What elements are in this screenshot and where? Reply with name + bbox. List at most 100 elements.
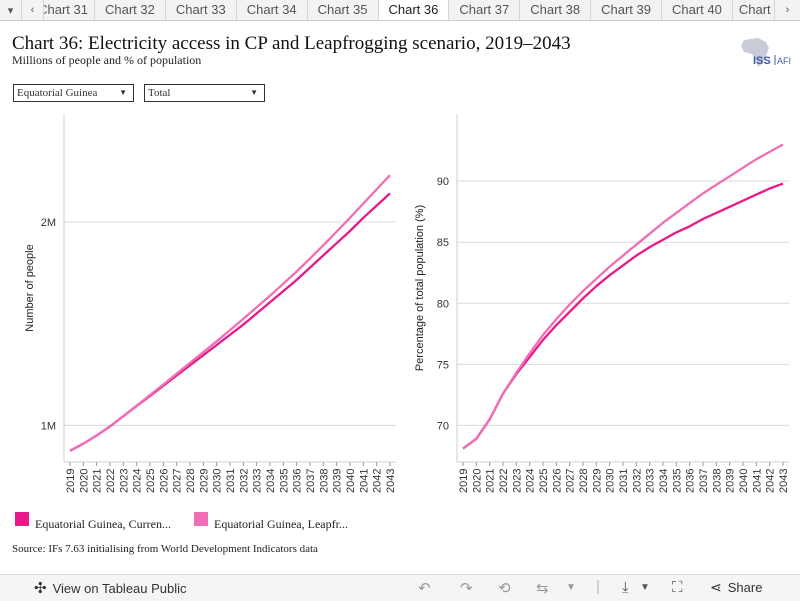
tab-chart-34[interactable]: Chart 34 xyxy=(237,0,308,20)
legend-item-leapfrogging[interactable]: Equatorial Guinea, Leapfr... xyxy=(194,511,366,532)
measure-select-value: Total xyxy=(148,87,171,99)
x-tick-label: 2030 xyxy=(605,469,617,493)
x-tick-label: 2026 xyxy=(158,469,170,493)
download-icon[interactable]: ⤓ xyxy=(622,579,629,596)
y-tick-label: 2M xyxy=(41,217,56,229)
chevron-down-icon[interactable]: ▼ xyxy=(640,582,650,593)
view-on-tableau-label: View on Tableau Public xyxy=(52,580,187,596)
x-tick-label: 2042 xyxy=(372,469,384,493)
legend-item-current-path[interactable]: Equatorial Guinea, Curren... xyxy=(15,511,187,532)
undo-icon[interactable]: ↶ xyxy=(418,580,431,597)
page-subtitle: Millions of people and % of population xyxy=(12,53,202,67)
x-tick-label: 2024 xyxy=(525,469,537,493)
tab-menu-icon[interactable]: ▾ xyxy=(0,0,22,20)
x-tick-label: 2037 xyxy=(698,469,710,493)
tab-chart-41[interactable]: Chart 41 xyxy=(733,0,774,20)
x-tick-label: 2020 xyxy=(471,469,483,493)
x-tick-label: 2024 xyxy=(132,469,144,493)
share-label: Share xyxy=(727,580,763,595)
x-tick-label: 2036 xyxy=(685,469,697,493)
tab-chart-38[interactable]: Chart 38 xyxy=(520,0,592,20)
series-line-current-path[interactable] xyxy=(69,192,391,452)
tab-chart-32[interactable]: Chart 32 xyxy=(95,0,166,20)
y-tick-label: 70 xyxy=(437,420,449,432)
y-axis-label: Number of people xyxy=(24,244,36,331)
tab-chart-40[interactable]: Chart 40 xyxy=(662,0,733,20)
x-tick-label: 2019 xyxy=(458,469,470,493)
tab-chart-37[interactable]: Chart 37 xyxy=(449,0,521,20)
x-tick-label: 2033 xyxy=(252,469,264,493)
redo-icon[interactable]: ↷ xyxy=(460,580,473,597)
source-note: Source: IFs 7.63 initialising from World… xyxy=(12,543,318,555)
page-title: Chart 36: Electricity access in CP and L… xyxy=(12,33,571,54)
x-tick-label: 2038 xyxy=(711,469,723,493)
x-tick-label: 2039 xyxy=(725,469,737,493)
tableau-icon: ✣ xyxy=(34,580,47,597)
logo-tail: AFI xyxy=(777,56,791,66)
x-tick-label: 2032 xyxy=(631,469,643,493)
x-tick-label: 2035 xyxy=(278,469,290,493)
x-tick-label: 2043 xyxy=(385,469,397,493)
chevron-down-icon: ▼ xyxy=(119,88,127,97)
x-tick-label: 2019 xyxy=(65,469,77,493)
refresh-icon[interactable]: ⇆ xyxy=(536,580,549,597)
view-on-tableau-link[interactable]: ✣ View on Tableau Public xyxy=(34,579,187,597)
x-tick-label: 2025 xyxy=(538,469,550,493)
x-tick-label: 2026 xyxy=(551,469,563,493)
series-line-leapfrogging[interactable] xyxy=(462,143,784,450)
x-tick-label: 2027 xyxy=(565,469,577,493)
x-tick-label: 2030 xyxy=(212,469,224,493)
y-tick-label: 85 xyxy=(437,237,449,249)
x-tick-label: 2036 xyxy=(292,469,304,493)
x-tick-label: 2039 xyxy=(332,469,344,493)
x-tick-label: 2040 xyxy=(738,469,750,493)
iss-africa-logo: ISS AFI xyxy=(741,38,791,67)
tableau-toolbar: ✣ View on Tableau Public ↶ ↷ ⟲ ⇆ ▼ | ⤓ ▼… xyxy=(0,574,800,601)
chevron-down-icon: ▼ xyxy=(250,88,258,97)
fullscreen-icon[interactable]: ⛶ xyxy=(672,579,683,596)
legend-swatch xyxy=(15,512,29,526)
logo-text: ISS xyxy=(753,55,771,67)
tab-scroll-left-icon[interactable]: ‹ xyxy=(22,0,44,20)
chevron-down-icon[interactable]: ▼ xyxy=(566,582,576,593)
x-tick-label: 2029 xyxy=(591,469,603,493)
legend-swatch xyxy=(194,512,208,526)
x-tick-label: 2034 xyxy=(658,469,670,493)
tab-scroll-right-icon[interactable]: › xyxy=(774,0,800,20)
tab-chart-39[interactable]: Chart 39 xyxy=(591,0,662,20)
chart-2: 70 75 80 85 90 Percentage of total population… xyxy=(414,114,790,493)
legend-label: Equatorial Guinea, Leapfr... xyxy=(214,517,348,531)
tab-chart-35[interactable]: Chart 35 xyxy=(308,0,379,20)
series-line-leapfrogging[interactable] xyxy=(69,174,391,452)
x-tick-label: 2035 xyxy=(671,469,683,493)
share-button[interactable]: ⋖ Share xyxy=(710,579,762,596)
x-tick-label: 2023 xyxy=(511,469,523,493)
x-tick-label: 2037 xyxy=(305,469,317,493)
x-tick-label: 2043 xyxy=(778,469,790,493)
x-tick-label: 2023 xyxy=(118,469,130,493)
y-tick-label: 75 xyxy=(437,359,449,371)
x-tick-label: 2034 xyxy=(265,469,277,493)
x-tick-label: 2042 xyxy=(765,469,777,493)
y-tick-label: 90 xyxy=(437,176,449,188)
tab-chart-36[interactable]: Chart 36 xyxy=(378,0,450,20)
share-icon: ⋖ xyxy=(710,579,722,595)
legend-label: Equatorial Guinea, Curren... xyxy=(35,517,171,531)
x-tick-label: 2022 xyxy=(498,469,510,493)
x-tick-label: 2040 xyxy=(345,469,357,493)
x-tick-label: 2022 xyxy=(105,469,117,493)
x-tick-label: 2028 xyxy=(185,469,197,493)
revert-icon[interactable]: ⟲ xyxy=(498,580,511,597)
series-line-current-path[interactable] xyxy=(462,182,784,450)
chart-1: 1M 2M Number of people 2019 2020 2021 2022 2023… xyxy=(24,114,397,493)
measure-select[interactable]: Total ▼ xyxy=(144,84,265,102)
tab-chart-33[interactable]: Chart 33 xyxy=(166,0,237,20)
tab-chart-31[interactable]: Chart 31 xyxy=(44,0,95,20)
x-tick-label: 2029 xyxy=(198,469,210,493)
y-axis-label: Percentage of total population (%) xyxy=(414,205,426,371)
country-select[interactable]: Equatorial Guinea ▼ xyxy=(13,84,134,102)
x-tick-label: 2021 xyxy=(485,469,497,493)
